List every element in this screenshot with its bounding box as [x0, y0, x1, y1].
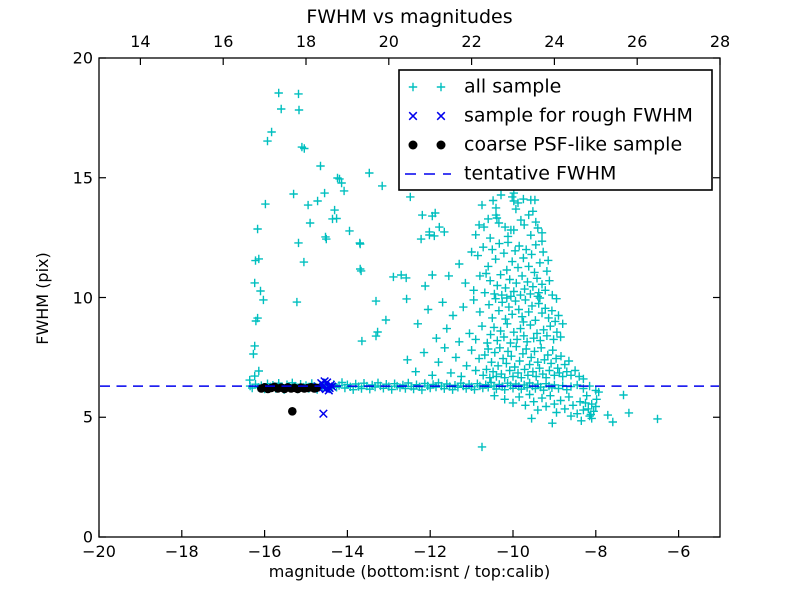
x-top-tick-label: 20	[378, 32, 399, 51]
x-bottom-tick-label: −20	[82, 542, 116, 561]
legend-item-rough-fwhm: sample for rough FWHM	[464, 104, 693, 127]
x-top-tick-label: 16	[213, 32, 234, 51]
x-top-tick-label: 22	[461, 32, 482, 51]
x-top-tick-label: 18	[295, 32, 317, 51]
series-all-sample	[245, 88, 662, 452]
y-tick-label: 10	[72, 288, 93, 307]
x-top-tick-label: 26	[627, 32, 648, 51]
series-sample-for-rough-fwhm	[313, 376, 337, 419]
x-top-tick-label: 28	[709, 32, 731, 51]
legend-box	[398, 69, 713, 191]
x-bottom-tick-label: −12	[413, 542, 448, 561]
y-tick-label: 20	[72, 48, 93, 68]
chart-title: FWHM vs magnitudes	[306, 6, 513, 28]
x-bottom-tick-label: −6	[666, 542, 691, 561]
y-axis-label: FWHM (pix)	[33, 252, 52, 345]
x-bottom-tick-label: −18	[164, 542, 199, 561]
series-coarse-psf-like-sample	[257, 382, 321, 416]
x-bottom-tick-label: −14	[330, 542, 365, 561]
y-tick-label: 0	[82, 527, 93, 547]
x-bottom-tick-label: −8	[584, 542, 608, 561]
x-top-tick-label: 24	[544, 32, 565, 51]
y-tick-label: 5	[82, 407, 93, 427]
axes-frame	[98, 57, 721, 538]
x-axis-label: magnitude (bottom:isnt / top:calib)	[268, 562, 551, 581]
x-bottom-tick-label: −16	[247, 542, 282, 561]
legend-item-coarse-psf: coarse PSF-like sample	[464, 133, 683, 156]
legend-item-all-sample: all sample	[464, 75, 562, 98]
legend-item-tentative-fwhm: tentative FWHM	[464, 162, 617, 185]
x-top-tick-label: 14	[130, 32, 151, 51]
y-tick-label: 15	[72, 168, 93, 188]
x-bottom-tick-label: −10	[496, 542, 530, 561]
